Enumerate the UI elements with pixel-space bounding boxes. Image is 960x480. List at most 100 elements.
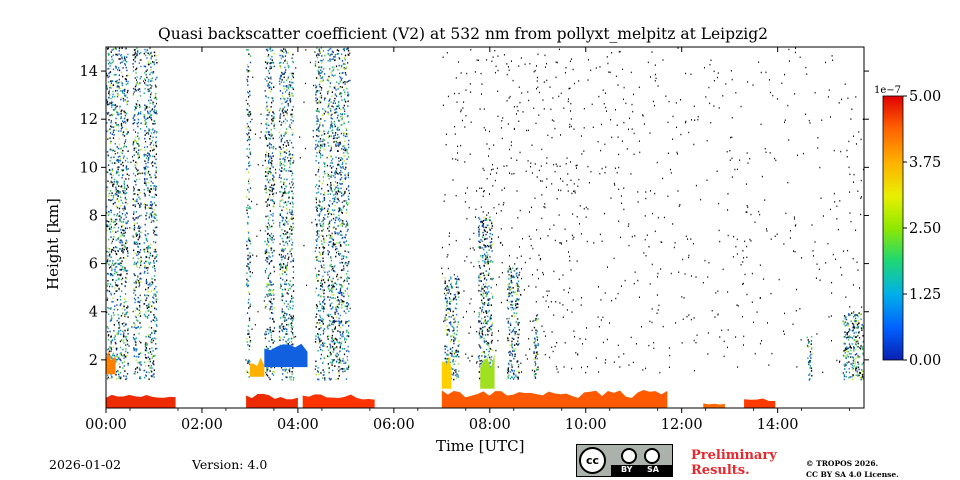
- profile-speckle: [340, 299, 342, 301]
- profile-speckle: [135, 235, 138, 237]
- profile-speckle: [320, 96, 323, 99]
- profile-speckle: [317, 168, 320, 171]
- profile-speckle: [117, 226, 120, 229]
- profile-speckle: [123, 135, 126, 137]
- profile-speckle: [106, 260, 109, 262]
- profile-speckle: [283, 302, 285, 305]
- noise-speckle: [845, 296, 847, 298]
- profile-speckle: [272, 200, 274, 202]
- profile-speckle: [151, 196, 153, 198]
- profile-speckle: [290, 72, 292, 75]
- profile-speckle: [249, 305, 251, 308]
- profile-speckle: [340, 79, 342, 81]
- profile-speckle: [333, 349, 335, 352]
- profile-speckle: [143, 264, 146, 267]
- noise-speckle: [489, 268, 491, 270]
- noise-speckle: [604, 362, 606, 364]
- noise-speckle: [802, 152, 804, 155]
- profile-speckle: [116, 358, 118, 361]
- profile-speckle: [346, 151, 348, 153]
- profile-speckle: [330, 176, 332, 178]
- profile-speckle: [111, 356, 113, 358]
- noise-speckle: [599, 233, 601, 236]
- profile-speckle: [336, 355, 338, 358]
- profile-speckle: [136, 275, 139, 277]
- noise-speckle: [256, 235, 258, 238]
- profile-speckle: [107, 334, 110, 336]
- profile-speckle: [286, 212, 289, 215]
- noise-speckle: [752, 84, 754, 86]
- profile-speckle: [284, 60, 286, 62]
- profile-speckle: [322, 369, 324, 371]
- noise-speckle: [624, 279, 626, 282]
- noise-speckle: [491, 60, 493, 63]
- profile-speckle: [148, 128, 150, 130]
- noise-speckle: [614, 167, 616, 170]
- noise-speckle: [645, 197, 647, 200]
- profile-speckle: [286, 264, 288, 266]
- profile-speckle: [137, 111, 140, 114]
- profile-speckle: [268, 255, 270, 257]
- profile-speckle: [132, 93, 135, 95]
- profile-speckle: [282, 217, 284, 220]
- profile-speckle: [322, 182, 324, 185]
- profile-speckle: [346, 201, 348, 204]
- profile-speckle: [345, 74, 347, 76]
- noise-speckle: [538, 114, 540, 116]
- noise-speckle: [448, 243, 450, 246]
- profile-speckle: [333, 201, 335, 203]
- noise-speckle: [703, 66, 705, 69]
- profile-speckle: [140, 341, 142, 344]
- profile-speckle: [107, 255, 109, 257]
- profile-speckle: [112, 185, 114, 188]
- profile-speckle: [327, 59, 329, 62]
- noise-speckle: [672, 223, 674, 225]
- profile-speckle: [145, 239, 148, 241]
- noise-speckle: [510, 144, 512, 147]
- noise-speckle: [729, 159, 731, 162]
- profile-speckle: [148, 306, 150, 309]
- profile-speckle: [282, 146, 285, 149]
- profile-speckle: [317, 69, 319, 72]
- profile-speckle: [152, 260, 155, 263]
- profile-speckle: [148, 263, 151, 266]
- profile-speckle: [247, 49, 249, 51]
- noise-speckle: [547, 235, 549, 237]
- profile-speckle: [121, 225, 124, 227]
- profile-speckle: [248, 191, 250, 193]
- profile-speckle: [120, 124, 123, 127]
- profile-speckle: [110, 102, 113, 105]
- profile-speckle: [279, 344, 281, 347]
- profile-speckle: [317, 118, 319, 121]
- noise-speckle: [129, 227, 131, 229]
- noise-speckle: [706, 179, 708, 182]
- profile-speckle: [146, 57, 148, 59]
- noise-speckle: [742, 283, 744, 285]
- profile-speckle: [134, 193, 136, 195]
- profile-speckle: [148, 207, 150, 209]
- profile-speckle: [247, 162, 250, 165]
- profile-speckle: [125, 178, 127, 180]
- profile-speckle: [283, 336, 285, 338]
- profile-speckle: [343, 300, 345, 303]
- profile-speckle: [321, 154, 324, 156]
- profile-speckle: [249, 240, 251, 243]
- profile-speckle: [139, 198, 141, 200]
- profile-speckle: [246, 206, 248, 209]
- profile-speckle: [269, 216, 271, 219]
- profile-speckle: [324, 133, 326, 135]
- noise-speckle: [544, 206, 546, 209]
- noise-speckle: [517, 340, 519, 343]
- profile-speckle: [135, 200, 137, 203]
- profile-speckle: [246, 278, 248, 281]
- noise-speckle: [764, 147, 766, 150]
- noise-speckle: [838, 102, 840, 104]
- profile-speckle: [278, 168, 281, 171]
- noise-speckle: [517, 306, 519, 309]
- profile-speckle: [155, 86, 157, 88]
- profile-speckle: [343, 279, 346, 282]
- profile-speckle: [120, 117, 122, 119]
- profile-speckle: [154, 84, 157, 87]
- profile-speckle: [152, 72, 154, 75]
